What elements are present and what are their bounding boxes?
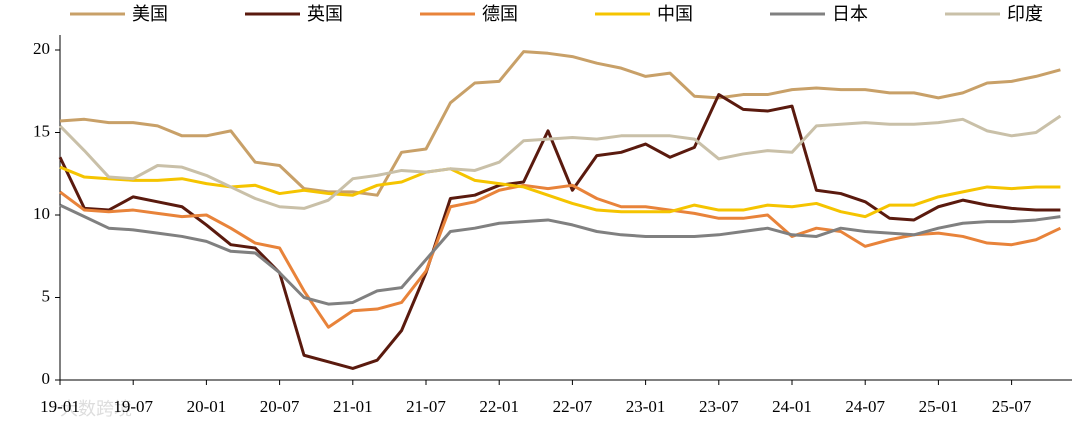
x-tick-label: 23-07 xyxy=(699,397,739,416)
x-tick-label: 23-01 xyxy=(626,397,666,416)
x-tick-label: 22-01 xyxy=(479,397,519,416)
watermark: 大数跨境 xyxy=(60,399,132,420)
series-line xyxy=(59,165,1061,219)
legend-label: 日本 xyxy=(832,4,868,25)
legend-label: 印度 xyxy=(1007,4,1043,25)
x-tick-label: 25-07 xyxy=(992,397,1032,416)
series-line xyxy=(58,114,1062,210)
x-tick-label: 20-01 xyxy=(187,397,227,416)
y-tick-label: 5 xyxy=(42,286,51,305)
legend-label: 中国 xyxy=(657,4,693,25)
x-tick-label: 24-01 xyxy=(772,397,812,416)
series-line xyxy=(58,93,1061,370)
x-tick-label: 25-01 xyxy=(919,397,959,416)
y-tick-label: 15 xyxy=(33,121,50,140)
x-tick-label: 24-07 xyxy=(845,397,885,416)
legend-label: 英国 xyxy=(307,4,343,25)
x-tick-label: 19-07 xyxy=(113,397,153,416)
x-tick-label: 21-01 xyxy=(333,397,373,416)
series-line xyxy=(59,203,1061,306)
y-tick-label: 10 xyxy=(33,204,50,223)
x-tick-label: 22-07 xyxy=(553,397,593,416)
y-tick-label: 20 xyxy=(33,39,50,58)
legend-label: 德国 xyxy=(482,4,518,25)
y-tick-label: 0 xyxy=(42,369,51,388)
legend-label: 美国 xyxy=(132,4,168,25)
x-tick-label: 19-01 xyxy=(40,397,80,416)
series-line xyxy=(59,50,1061,197)
series-line xyxy=(59,183,1062,329)
x-tick-label: 20-07 xyxy=(260,397,300,416)
x-tick-label: 21-07 xyxy=(406,397,446,416)
